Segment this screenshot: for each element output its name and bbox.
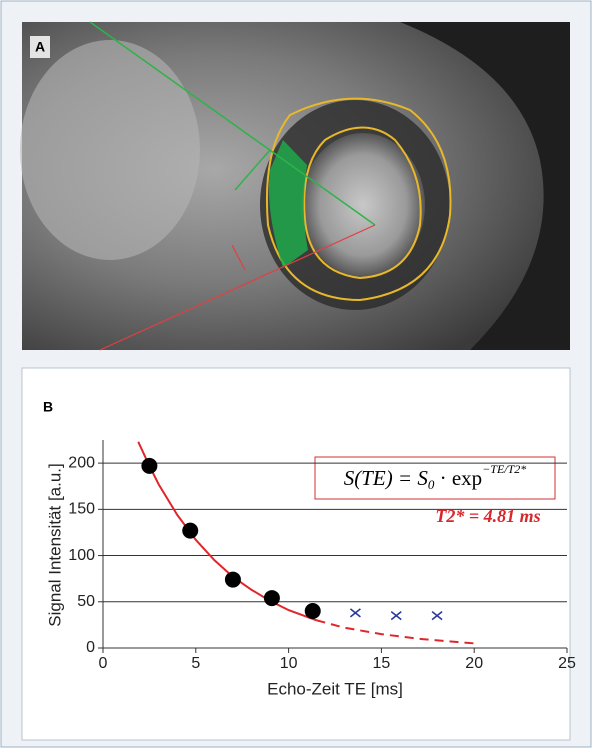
formula-sub: 0 (428, 477, 435, 492)
formula: S(TE) = S0 · exp−TE/T2* (344, 462, 527, 492)
x-tick-label: 10 (280, 655, 298, 672)
y-tick-label: 150 (68, 501, 95, 518)
x-tick-label: 5 (191, 655, 200, 672)
panel-label: B (43, 399, 53, 415)
data-point (141, 457, 158, 474)
panel-label: A (35, 39, 45, 55)
x-axis-label: Echo-Zeit TE [ms] (267, 679, 403, 698)
x-tick-label: 15 (373, 655, 391, 672)
x-tick-label: 20 (465, 655, 483, 672)
formula-mid: · exp (434, 466, 482, 490)
x-tick-label: 25 (558, 655, 576, 672)
formula-lhs: S(TE) = S (344, 466, 429, 490)
data-point (263, 590, 280, 607)
fit-curve (316, 619, 475, 645)
data-point (304, 603, 321, 620)
formula-box (314, 456, 556, 500)
y-tick-label: 50 (77, 593, 95, 610)
formula-sup: −TE/T2* (482, 462, 526, 476)
y-tick-label: 200 (68, 454, 95, 471)
y-tick-label: 100 (68, 547, 95, 564)
excluded-point (390, 611, 402, 621)
mri-image: A (20, 21, 570, 351)
data-point (182, 522, 199, 539)
data-point (224, 571, 241, 588)
chart-panel (21, 367, 571, 741)
y-axis-label: Signal Intensität [a.u.] (45, 463, 64, 627)
annotation: T2* = 4.81 ms (435, 506, 540, 526)
excluded-point (431, 611, 443, 621)
y-tick-label: 0 (86, 639, 95, 656)
x-tick-label: 0 (99, 655, 108, 672)
excluded-point (349, 608, 361, 618)
